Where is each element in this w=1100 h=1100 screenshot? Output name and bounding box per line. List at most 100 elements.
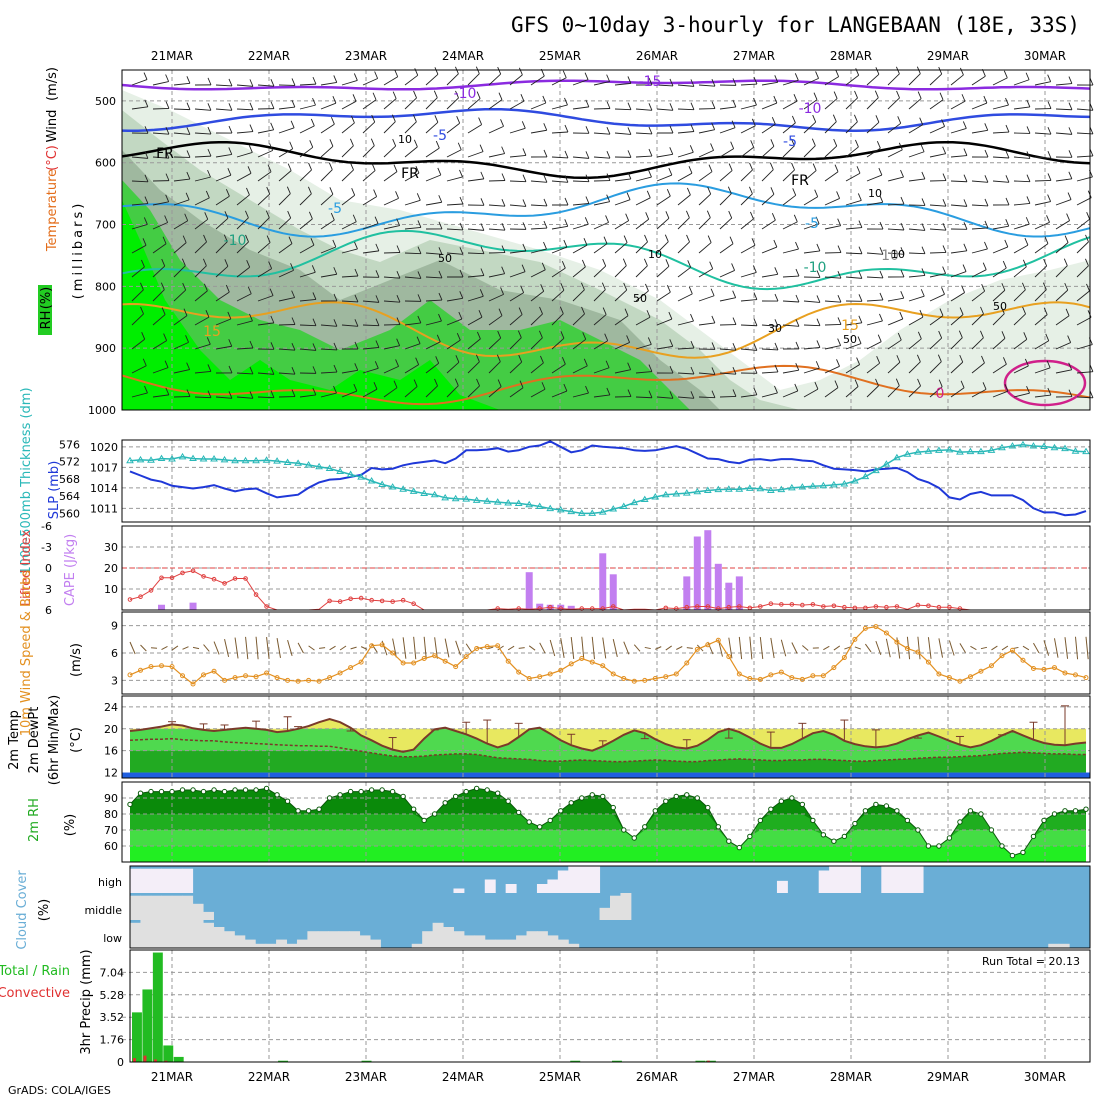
wind-barb-flag	[1026, 151, 1031, 159]
thickness-marker	[935, 446, 943, 453]
wind-barb	[152, 156, 169, 159]
rh2m-line	[127, 785, 1089, 859]
wind-barb	[803, 346, 820, 350]
wind-barb	[740, 394, 757, 398]
wind-barb-flag	[690, 313, 694, 322]
wind-barb-flag	[203, 283, 208, 292]
wind-barb	[866, 147, 881, 158]
wind-barb	[572, 223, 589, 230]
wind-barb	[194, 316, 210, 326]
wind-barb-flag	[416, 193, 421, 201]
wind-barb	[530, 269, 546, 278]
wind-barb	[383, 121, 396, 134]
thickness-marker	[420, 489, 429, 497]
thickness-marker	[514, 499, 523, 506]
wind-barb-flag	[351, 115, 355, 124]
wind-barb	[383, 276, 400, 279]
cloud-level-label: high	[98, 876, 122, 889]
wind-barb	[236, 372, 253, 375]
wind-barb	[761, 348, 778, 351]
rh2m-point	[810, 817, 816, 824]
rh-shade-band	[122, 200, 500, 410]
wind-barb-flag	[1068, 127, 1073, 135]
wind-barb-flag	[438, 270, 443, 279]
wind-barb	[1055, 289, 1069, 302]
rh2m-point	[389, 788, 396, 795]
slp-line	[129, 440, 1087, 517]
tick-label: 700	[95, 219, 116, 232]
cape-bar	[693, 536, 701, 610]
wind-barb	[950, 204, 967, 207]
wind-barb	[341, 194, 355, 206]
cloud-high-bar	[161, 868, 173, 893]
wind-barb	[992, 246, 1008, 254]
wind-barb	[278, 193, 291, 206]
wind-barb	[593, 81, 610, 86]
wind10m-barb	[129, 641, 136, 655]
wind-barb	[1055, 342, 1071, 350]
wind-barb-flag	[164, 215, 169, 223]
cloud-low-bar	[463, 935, 475, 948]
lifted-index-point	[222, 581, 227, 586]
wind-barb-flag	[795, 341, 800, 350]
wind-barb	[677, 293, 693, 302]
wind-barb-flag	[900, 222, 905, 231]
wind-barb-flag	[941, 287, 945, 295]
rh2m-point	[957, 819, 963, 825]
wind-barb	[215, 174, 232, 182]
thickness-marker	[808, 482, 817, 489]
wind-barb	[572, 106, 589, 110]
wind-barb-flag	[1004, 239, 1009, 248]
wind-barb-flag	[921, 171, 926, 180]
wind-barb	[173, 315, 188, 326]
wind-barb-flag	[794, 73, 799, 81]
thickness-marker	[441, 493, 450, 501]
wind-barb-flag	[333, 319, 338, 327]
wind-barb-flag	[328, 162, 333, 170]
wind-barb-flag	[895, 378, 900, 386]
precip-convective-bar	[706, 1060, 710, 1062]
wind10m-barb	[360, 646, 368, 650]
cloud-high-bar	[818, 870, 830, 893]
wind-barb-flag	[438, 247, 443, 255]
contour-label: FR	[791, 173, 809, 189]
tick-label: 30	[104, 541, 118, 554]
contour-label: -5	[783, 134, 797, 150]
wind-barb-flag	[308, 162, 312, 171]
wind-barb-flag	[288, 236, 293, 244]
wind-barb-flag	[393, 164, 398, 172]
cloud-low-bar	[317, 931, 329, 948]
wind10m-point	[232, 675, 238, 681]
rh-contour-label: 50	[993, 300, 1007, 313]
wind-barb-flag	[375, 243, 380, 252]
wind-barb-flag	[563, 239, 568, 248]
wind-barb-flag	[959, 307, 964, 315]
wind-barb	[971, 248, 988, 254]
wind-barb-flag	[1043, 258, 1048, 267]
wind-barb-flag	[312, 76, 317, 85]
wind-barb	[530, 227, 547, 230]
wind-barb	[131, 365, 147, 374]
wind-barb-flag	[795, 268, 800, 277]
wind10m-barb	[791, 642, 798, 654]
wind-barb-flag	[961, 94, 966, 102]
wind-barb-flag	[771, 213, 776, 221]
wind-barb-flag	[942, 146, 947, 154]
wind-barb	[488, 293, 504, 302]
pressure-lines	[126, 440, 1090, 517]
cloud-high-bar	[850, 866, 861, 893]
wind-barb-flag	[270, 101, 275, 109]
wind-barb	[257, 322, 274, 326]
rh2m-point	[179, 787, 186, 793]
wind-barb-flag	[732, 78, 737, 86]
cloud-low-bar	[265, 943, 277, 948]
wind-barb-flag	[456, 332, 461, 341]
cloud-low-bar	[244, 939, 256, 948]
wind-barb-flag	[583, 238, 588, 246]
wind-barb-flag	[941, 119, 946, 127]
wind-barb	[782, 369, 799, 374]
tick-label: 6	[111, 647, 118, 660]
top-date-label: 21MAR	[151, 49, 193, 63]
wind-barb	[887, 318, 903, 326]
wind-barb	[1076, 316, 1092, 326]
